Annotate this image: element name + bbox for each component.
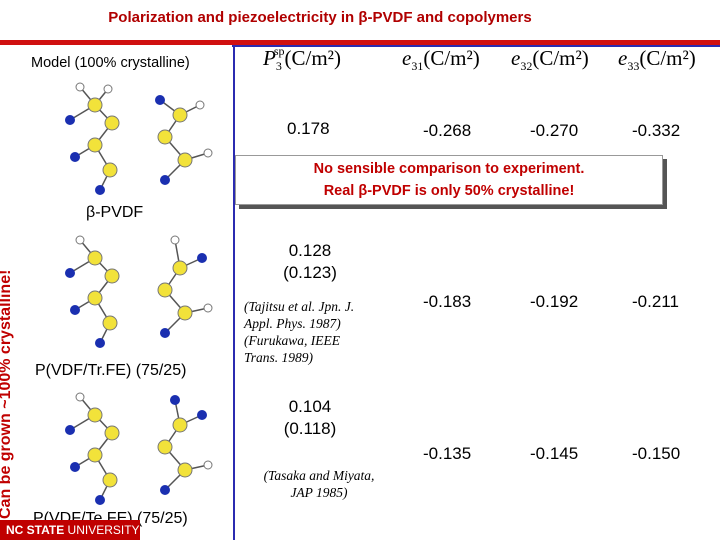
row-3-p3-experimental: (0.118): [283, 419, 337, 438]
ncsu-logo: NC STATE UNIVERSITY: [0, 520, 140, 540]
title-divider: [0, 40, 720, 47]
row-3-e31: -0.135: [423, 444, 472, 463]
row-2-p3: 0.128 (0.123): [255, 240, 365, 284]
row-1-e31: -0.268: [423, 121, 472, 140]
header-p3: P3sp(C/m²): [263, 44, 341, 74]
row-3-e32: -0.145: [530, 444, 579, 463]
beta-pvdf-molecule-image: [65, 82, 213, 195]
row-2-citation: (Tajitsu et al. Jpn. J. Appl. Phys. 1987…: [244, 299, 355, 365]
row-3-citation: (Tasaka and Miyata, JAP 1985): [263, 468, 375, 500]
row-2-material: P(VDF/Tr.FE) (75/25): [35, 362, 187, 379]
row-1-e33: -0.332: [632, 121, 681, 140]
header-e33: e33(C/m²): [618, 46, 696, 74]
pvdf-tefe-molecule-image: [65, 392, 213, 505]
row-3-e33: -0.150: [632, 444, 681, 463]
note-line-2: Real β-PVDF is only 50% crystalline!: [323, 183, 575, 199]
row-2-e33: -0.211: [632, 292, 679, 311]
header-e31: e31(C/m²): [402, 46, 480, 74]
row-1-e32: -0.270: [530, 121, 579, 140]
pvdf-trfe-molecule-image: [65, 235, 213, 348]
row-2-e31: -0.183: [423, 292, 472, 311]
row-2-p3-experimental: (0.123): [283, 263, 337, 282]
model-label: Model (100% crystalline): [31, 55, 190, 71]
row-2-e32: -0.192: [530, 292, 579, 311]
slide-title: Polarization and piezoelectricity in β-P…: [108, 9, 532, 26]
row-1-material: β-PVDF: [86, 204, 144, 221]
note-line-1: No sensible comparison to experiment.: [313, 161, 585, 177]
row-3-p3: 0.104 (0.118): [255, 396, 365, 440]
header-e32: e32(C/m²): [511, 46, 589, 74]
crystallinity-note: No sensible comparison to experiment. Re…: [235, 155, 663, 205]
side-note: Can be grown ~100% crystalline!: [0, 269, 14, 519]
row-1-p3: 0.178: [287, 119, 330, 138]
column-divider: [233, 45, 235, 540]
